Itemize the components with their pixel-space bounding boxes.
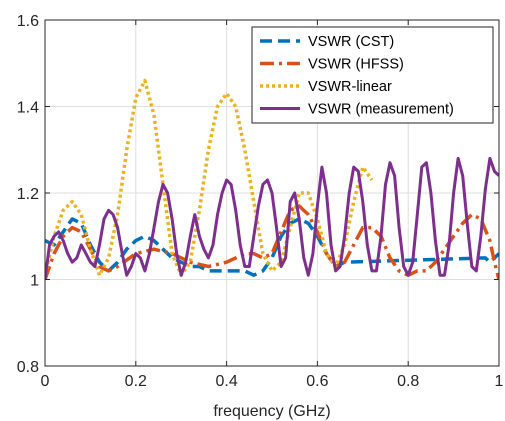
legend-entry-1: VSWR (HFSS) <box>308 57 404 73</box>
legend: VSWR (CST) VSWR (HFSS) VSWR-linear VSWR (me… <box>251 26 494 124</box>
legend-entry-2: VSWR-linear <box>308 79 392 95</box>
y-tick-label: 1.2 <box>17 186 39 203</box>
x-axis-label: frequency (GHz) <box>213 403 330 420</box>
y-tick-label: 1 <box>30 273 39 290</box>
y-tick-label: 1.4 <box>17 100 39 117</box>
series-layer <box>45 78 499 281</box>
series-3 <box>45 156 499 280</box>
x-tick-label: 0.8 <box>397 373 419 390</box>
series-1 <box>45 204 499 281</box>
series-line-1 <box>45 204 499 281</box>
x-tick-label: 0.2 <box>125 373 147 390</box>
x-tick-label: 0 <box>41 373 50 390</box>
ticks: 0 0.2 0.4 0.6 0.8 1 0.8 1 1.2 1.4 1.6 <box>17 13 504 390</box>
x-tick-label: 0.6 <box>306 373 328 390</box>
series-line-3 <box>45 156 499 280</box>
x-tick-label: 0.4 <box>215 373 237 390</box>
legend-entry-0: VSWR (CST) <box>308 34 394 50</box>
legend-entry-3: VSWR (measurement) <box>308 102 454 118</box>
y-tick-label: 1.6 <box>17 13 39 30</box>
y-tick-label: 0.8 <box>17 359 39 376</box>
x-tick-label: 1 <box>495 373 504 390</box>
